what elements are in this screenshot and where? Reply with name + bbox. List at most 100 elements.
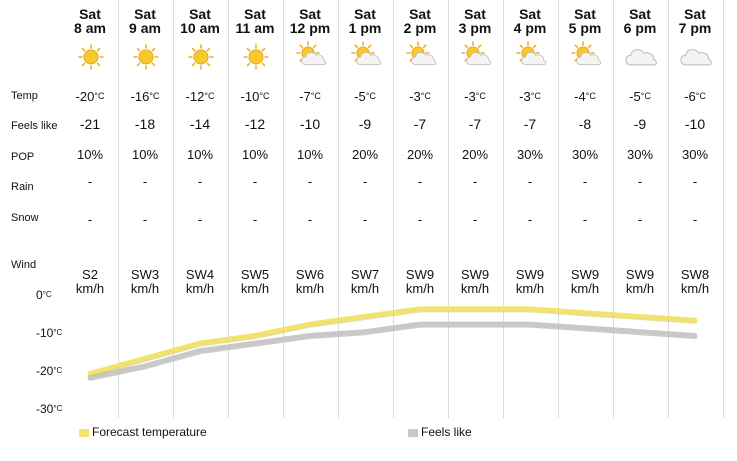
y-tick-label: -10°C (36, 326, 63, 340)
pop-value: 10% (296, 147, 324, 162)
column-divider (557, 0, 559, 418)
feels-like-value: -7 (468, 116, 482, 132)
feels-like-value: -10 (684, 116, 706, 132)
wind-direction: SW6 (295, 267, 325, 282)
rain-value: - (307, 174, 313, 189)
wind-direction: SW9 (625, 267, 655, 282)
column-divider (722, 0, 724, 418)
rain-value: - (87, 174, 93, 189)
feels-like-point (584, 326, 586, 328)
day-label: Sat (574, 6, 596, 22)
time-label: 7 pm (678, 20, 712, 36)
legend-forecast: Forecast temperature (79, 425, 207, 439)
wind-direction: SW9 (515, 267, 545, 282)
day-label: Sat (519, 6, 541, 22)
sun-cloud-icon (570, 40, 602, 72)
temp-value: -3°C (519, 89, 541, 104)
day-label: Sat (409, 6, 431, 22)
wind-direction: SW3 (130, 267, 160, 282)
sun-cloud-icon (460, 40, 492, 72)
day-label: Sat (189, 6, 211, 22)
temp-value: -4°C (574, 89, 596, 104)
sun-icon (75, 40, 107, 72)
y-tick-label: -30°C (36, 402, 63, 416)
time-label: 10 am (180, 20, 220, 36)
feels-like-row-label: Feels like (11, 120, 58, 132)
snow-value: - (417, 212, 423, 227)
temp-value: -3°C (464, 89, 486, 104)
column-divider (227, 0, 229, 418)
pop-row-label: POP (11, 151, 35, 163)
rain-value: - (142, 174, 148, 189)
forecast-temperature-point (639, 315, 641, 317)
y-tick-label: -20°C (36, 364, 63, 378)
wind-unit: km/h (625, 281, 655, 296)
temp-row-label: Temp (11, 90, 38, 102)
feels-like-value: -9 (358, 116, 372, 132)
forecast-temperature-point (309, 323, 311, 325)
rain-value: - (472, 174, 478, 189)
feels-like-point (529, 323, 531, 325)
temp-value: -3°C (409, 89, 431, 104)
day-label: Sat (134, 6, 156, 22)
legend-feels-like: Feels like (408, 425, 472, 439)
temp-value: -6°C (684, 89, 706, 104)
forecast-temperature-point (364, 315, 366, 317)
pop-value: 10% (76, 147, 104, 162)
pop-value: 30% (681, 147, 709, 162)
snow-value: - (252, 212, 258, 227)
feels-like-point (144, 364, 146, 366)
temp-value: -16°C (130, 89, 160, 104)
forecast-temperature-point (144, 357, 146, 359)
snow-value: - (692, 212, 698, 227)
time-label: 5 pm (568, 20, 602, 36)
wind-direction: SW4 (185, 267, 215, 282)
time-label: 8 am (74, 20, 106, 36)
column-divider (172, 0, 174, 418)
column-divider (502, 0, 504, 418)
day-label: Sat (629, 6, 651, 22)
wind-direction: SW7 (350, 267, 380, 282)
feels-like-value: -12 (244, 116, 266, 132)
feels-like-point (309, 334, 311, 336)
sun-icon (130, 40, 162, 72)
wind-unit: km/h (515, 281, 545, 296)
wind-unit: km/h (570, 281, 600, 296)
feels-like-point (89, 376, 91, 378)
wind-direction: SW9 (405, 267, 435, 282)
pop-value: 20% (461, 147, 489, 162)
feels-like-value: -9 (633, 116, 647, 132)
day-label: Sat (684, 6, 706, 22)
column-divider (667, 0, 669, 418)
rain-value: - (692, 174, 698, 189)
forecast-temperature-point (584, 311, 586, 313)
legend-feels-like-label: Feels like (421, 425, 472, 439)
snow-value: - (527, 212, 533, 227)
temp-value: -10°C (240, 89, 270, 104)
feels-like-value: -21 (79, 116, 101, 132)
legend-feels-like-swatch (408, 428, 418, 437)
pop-value: 10% (241, 147, 269, 162)
time-label: 4 pm (513, 20, 547, 36)
column-divider (282, 0, 284, 418)
wind-direction: SW5 (240, 267, 270, 282)
snow-value: - (637, 212, 643, 227)
wind-unit: km/h (185, 281, 215, 296)
forecast-temperature-point (474, 307, 476, 309)
temp-value: -12°C (185, 89, 215, 104)
snow-value: - (142, 212, 148, 227)
column-divider (392, 0, 394, 418)
temp-value: -20°C (75, 89, 105, 104)
wind-unit: km/h (240, 281, 270, 296)
day-label: Sat (464, 6, 486, 22)
feels-like-point (474, 323, 476, 325)
wind-direction: SW8 (680, 267, 710, 282)
column-divider (612, 0, 614, 418)
feels-like-value: -18 (134, 116, 156, 132)
rain-value: - (417, 174, 423, 189)
column-divider (337, 0, 339, 418)
feels-like-point (199, 349, 201, 351)
sun-cloud-icon (350, 40, 382, 72)
forecast-temperature-point (89, 372, 91, 374)
snow-value: - (87, 212, 93, 227)
